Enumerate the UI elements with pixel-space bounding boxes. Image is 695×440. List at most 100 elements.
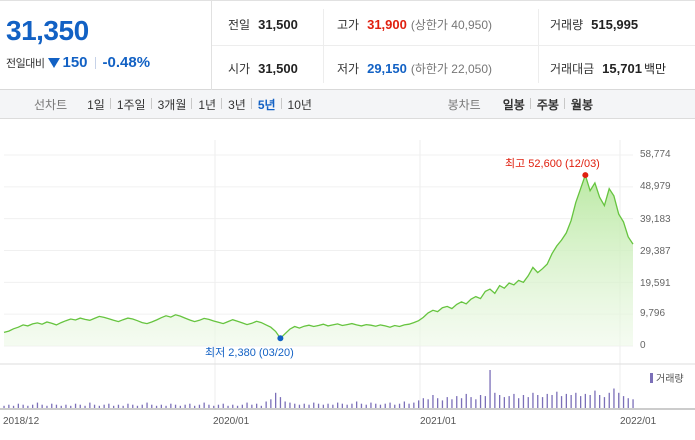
volume-bar <box>246 402 248 408</box>
volume-bar <box>413 402 415 408</box>
volume-bar <box>184 404 186 408</box>
volume-bar <box>465 393 467 408</box>
volume-bar <box>332 404 334 408</box>
volume-bar <box>217 404 220 408</box>
volume-bar <box>113 405 115 408</box>
change-percent: -0.48% <box>102 54 151 71</box>
volume-bar <box>84 405 86 408</box>
volume-bar <box>613 388 615 408</box>
volume-bar <box>618 392 620 408</box>
volume-bar <box>518 398 520 408</box>
volume-bar <box>508 396 510 408</box>
volume-bar <box>475 399 477 408</box>
current-price-box: 31,350 전일대비 150 -0.48% <box>0 1 212 90</box>
volume-bar <box>208 404 210 408</box>
stat-open: 시가 31,500 <box>228 61 298 76</box>
volume-bar <box>198 404 201 408</box>
volume-bar <box>427 399 429 408</box>
volume-bar <box>398 403 401 408</box>
volume-bar <box>560 396 563 408</box>
volume-bar <box>527 397 529 408</box>
high-marker <box>582 172 589 179</box>
volume-bar <box>356 401 358 408</box>
volume-bar <box>260 405 262 408</box>
x-tick-label: 2018/12 <box>3 416 40 427</box>
tab-1year[interactable]: 1년 <box>191 96 222 113</box>
volume-bar <box>165 405 167 408</box>
volume-bar <box>322 404 324 408</box>
price-chart[interactable]: 58,774 48,979 39,183 29,387 19,591 9,796… <box>0 120 695 440</box>
stats-row-divider <box>212 45 695 46</box>
volume-bar <box>251 404 253 408</box>
volume-bar <box>160 404 162 408</box>
x-tick-label: 2020/01 <box>213 416 250 427</box>
tab-daily-candle[interactable]: 일봉 <box>502 98 525 112</box>
volume-bar <box>98 405 100 408</box>
volume-bar <box>46 405 48 408</box>
price-area-fill <box>4 175 633 346</box>
volume-bar <box>279 397 282 408</box>
tab-10year[interactable]: 10년 <box>280 96 318 113</box>
volume-bar <box>270 399 272 408</box>
volume-bar <box>132 404 134 408</box>
stats-column-divider <box>323 9 324 83</box>
volume-bar <box>337 402 339 408</box>
volume-bar <box>222 403 224 408</box>
volume-bar <box>22 404 24 408</box>
volume-bar <box>389 402 391 408</box>
volume-bar <box>394 404 396 408</box>
change-label: 전일대비 <box>6 57 45 70</box>
volume-bar <box>608 392 610 408</box>
down-triangle-icon <box>48 57 61 68</box>
change-divider <box>94 56 96 69</box>
volume-bar <box>408 403 410 408</box>
volume-bar <box>418 400 420 408</box>
volume-bar <box>284 401 286 408</box>
x-tick-label: 2022/01 <box>620 416 657 427</box>
volume-bar <box>489 370 491 408</box>
volume-bar <box>565 393 567 408</box>
tab-1day[interactable]: 1일 <box>87 97 105 112</box>
volume-bar <box>360 403 363 408</box>
volume-bar <box>8 404 10 408</box>
volume-bar <box>122 405 124 408</box>
y-tick-label: 9,796 <box>640 308 666 319</box>
volume-bar <box>441 400 444 408</box>
volume-bar <box>422 398 424 408</box>
stat-high: 고가 31,900 (상한가 40,950) <box>337 17 493 32</box>
y-tick-label: 0 <box>640 340 646 351</box>
stock-quote-panel: 31,350 전일대비 150 -0.48% 전일 31,500 고가 31,9… <box>0 0 695 90</box>
price-chart-svg <box>0 140 695 410</box>
tab-weekly-candle[interactable]: 주봉 <box>529 96 565 113</box>
candle-chart-tabs: 봉차트 일봉 주봉 월봉 <box>448 90 599 119</box>
volume-bar <box>127 403 129 408</box>
high-annotation: 최고 52,600 (12/03) <box>505 158 600 170</box>
volume-bar <box>375 403 377 408</box>
y-tick-label: 29,387 <box>640 246 671 257</box>
volume-bar <box>313 402 315 408</box>
volume-legend-swatch <box>650 372 653 383</box>
tab-monthly-candle[interactable]: 월봉 <box>563 96 599 113</box>
stat-volume: 거래량 515,995 <box>550 17 639 32</box>
volume-bar <box>622 396 625 408</box>
volume-bar <box>603 397 606 408</box>
volume-bar <box>437 398 439 408</box>
volume-bar <box>546 393 548 408</box>
volume-bar <box>346 404 348 408</box>
volume-bar <box>460 398 463 408</box>
tab-3year[interactable]: 3년 <box>221 96 252 113</box>
tab-1week[interactable]: 1주일 <box>109 96 152 113</box>
volume-bar <box>70 405 72 408</box>
volume-bar <box>308 404 310 408</box>
volume-bar <box>60 405 62 408</box>
volume-bar <box>155 405 158 408</box>
candle-chart-label: 봉차트 <box>447 98 481 112</box>
tab-5year[interactable]: 5년 <box>250 96 282 113</box>
volume-bar <box>108 403 110 408</box>
volume-bar <box>136 405 139 408</box>
volume-bar <box>194 405 196 408</box>
tab-3month[interactable]: 3개월 <box>150 96 193 113</box>
volume-bar <box>170 403 172 408</box>
volume-bar <box>365 404 367 408</box>
y-tick-label: 39,183 <box>640 214 671 225</box>
